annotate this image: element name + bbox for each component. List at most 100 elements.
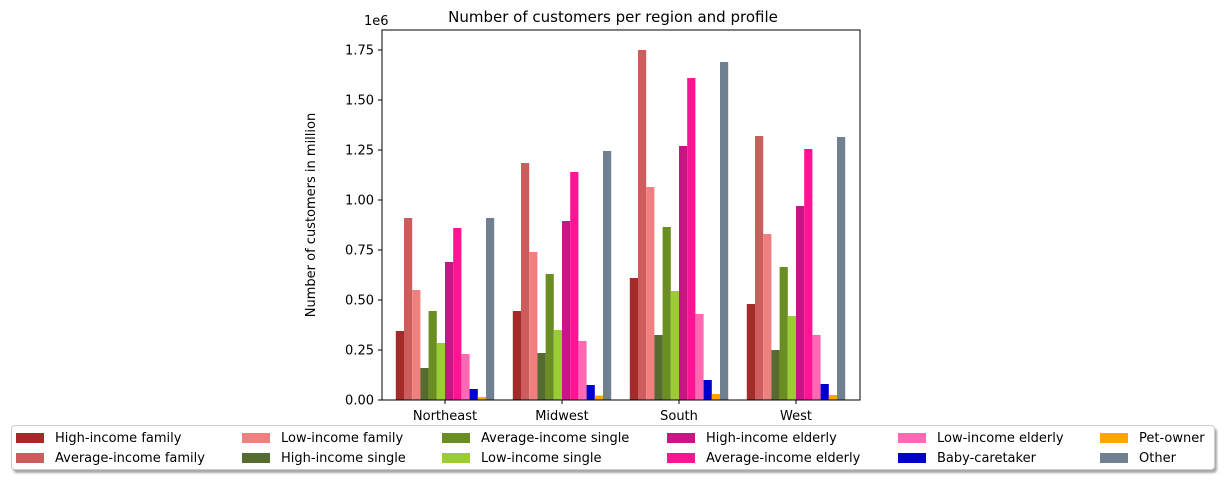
bar-low-income-elderly-south	[695, 314, 704, 400]
bar-average-income-single-midwest	[545, 274, 554, 400]
bar-pet-owner-midwest	[594, 395, 603, 400]
bar-average-income-family-northeast	[404, 218, 413, 400]
bar-high-income-family-midwest	[512, 311, 521, 400]
y-tick-label: 1.50	[345, 94, 374, 109]
bar-pet-owner-northeast	[477, 397, 486, 400]
bar-other-northeast	[486, 218, 495, 400]
bar-average-income-family-south	[638, 50, 647, 400]
y-tick-label: 1.25	[345, 144, 374, 159]
bar-high-income-elderly-west	[796, 206, 805, 400]
bar-pet-owner-west	[828, 395, 837, 400]
bar-low-income-elderly-west	[812, 335, 821, 400]
legend-item-other: Other	[1100, 449, 1176, 467]
legend-label: High-income elderly	[706, 430, 837, 446]
bar-pet-owner-south	[711, 394, 720, 400]
legend-item-average-income-elderly: Average-income elderly	[667, 449, 860, 467]
plot-area-frame	[381, 29, 861, 401]
bar-low-income-single-south	[670, 291, 679, 400]
legend-swatch	[16, 433, 44, 443]
bar-high-income-single-south	[654, 335, 663, 400]
y-tick-label: 1.75	[345, 44, 374, 59]
bar-other-midwest	[603, 151, 612, 400]
y-tick-label: 0.25	[345, 344, 374, 359]
bar-high-income-elderly-midwest	[562, 221, 571, 400]
bar-average-income-family-west	[755, 136, 764, 400]
legend-label: Other	[1139, 450, 1176, 466]
legend-item-average-income-family: Average-income family	[16, 449, 205, 467]
legend-label: Average-income single	[481, 430, 630, 446]
legend: High-income family Average-income family L…	[11, 425, 1215, 470]
legend-label: High-income family	[55, 430, 182, 446]
legend-item-pet-owner: Pet-owner	[1100, 429, 1205, 447]
legend-item-high-income-family: High-income family	[16, 429, 181, 447]
legend-swatch	[442, 453, 470, 463]
bar-average-income-single-west	[779, 267, 788, 400]
bar-high-income-family-west	[746, 304, 755, 400]
bar-average-income-single-northeast	[428, 311, 437, 400]
legend-swatch	[898, 433, 926, 443]
legend-label: Average-income elderly	[706, 450, 861, 466]
bar-average-income-elderly-west	[804, 149, 813, 400]
bar-other-south	[720, 62, 729, 400]
bar-high-income-single-west	[771, 350, 780, 400]
legend-label: Low-income family	[281, 430, 404, 446]
legend-swatch	[898, 453, 926, 463]
bar-average-income-elderly-south	[687, 78, 696, 400]
bar-low-income-single-midwest	[553, 330, 562, 400]
legend-item-baby-caretaker: Baby-caretaker	[898, 449, 1036, 467]
bar-average-income-elderly-midwest	[570, 172, 579, 400]
bar-baby-caretaker-northeast	[469, 389, 478, 400]
legend-swatch	[242, 433, 270, 443]
legend-label: Low-income elderly	[937, 430, 1064, 446]
legend-label: Average-income family	[55, 450, 205, 466]
bar-low-income-family-midwest	[529, 252, 538, 400]
y-tick-label: 0.50	[345, 294, 374, 309]
legend-swatch	[242, 453, 270, 463]
y-tick-label: 0.00	[345, 394, 374, 409]
y-tick-label: 0.75	[345, 244, 374, 259]
chart: Number of customers per region and profi…	[304, 8, 861, 425]
bar-baby-caretaker-south	[703, 380, 712, 400]
legend-item-average-income-single: Average-income single	[442, 429, 629, 447]
y-tick-label: 1.00	[345, 194, 374, 209]
x-tick-label-west: West	[780, 409, 812, 424]
legend-item-low-income-single: Low-income single	[442, 449, 602, 467]
legend-item-low-income-elderly: Low-income elderly	[898, 429, 1064, 447]
bar-low-income-family-south	[646, 187, 655, 400]
bar-low-income-elderly-northeast	[461, 354, 470, 400]
bar-high-income-single-midwest	[537, 353, 546, 400]
x-tick-label-northeast: Northeast	[413, 409, 477, 424]
legend-item-high-income-single: High-income single	[242, 449, 406, 467]
legend-label: Low-income single	[481, 450, 602, 466]
legend-swatch	[442, 433, 470, 443]
bar-baby-caretaker-midwest	[586, 385, 595, 400]
legend-swatch	[1100, 433, 1128, 443]
legend-swatch	[16, 453, 44, 463]
legend-label: Baby-caretaker	[937, 450, 1036, 466]
legend-label: Pet-owner	[1139, 430, 1205, 446]
legend-swatch	[667, 433, 695, 443]
chart-title: Number of customers per region and profi…	[448, 8, 778, 26]
legend-item-low-income-family: Low-income family	[242, 429, 403, 447]
legend-swatch	[667, 453, 695, 463]
legend-item-high-income-elderly: High-income elderly	[667, 429, 837, 447]
bars-group	[395, 50, 846, 400]
bar-high-income-elderly-northeast	[445, 262, 454, 400]
bar-low-income-family-west	[763, 234, 772, 400]
legend-label: High-income single	[281, 450, 406, 466]
y-axis-offset-label: 1e6	[364, 14, 389, 29]
bar-average-income-elderly-northeast	[453, 228, 462, 400]
bar-baby-caretaker-west	[820, 384, 829, 400]
bar-high-income-elderly-south	[679, 146, 688, 400]
bar-high-income-family-south	[629, 278, 638, 400]
bar-low-income-elderly-midwest	[578, 341, 587, 400]
bar-high-income-single-northeast	[420, 368, 429, 400]
x-tick-label-south: South	[660, 409, 698, 424]
bar-low-income-single-west	[787, 316, 796, 400]
bar-low-income-family-northeast	[412, 290, 421, 400]
axis-ticks-group: 0.00 0.25 0.50 0.75 1.00 1.25 1.50 1.75 Northeas…	[345, 44, 812, 425]
y-axis-label: Number of customers in million	[304, 113, 319, 317]
bar-other-west	[837, 137, 846, 400]
bar-average-income-single-south	[662, 227, 671, 400]
bar-average-income-family-midwest	[521, 163, 530, 400]
